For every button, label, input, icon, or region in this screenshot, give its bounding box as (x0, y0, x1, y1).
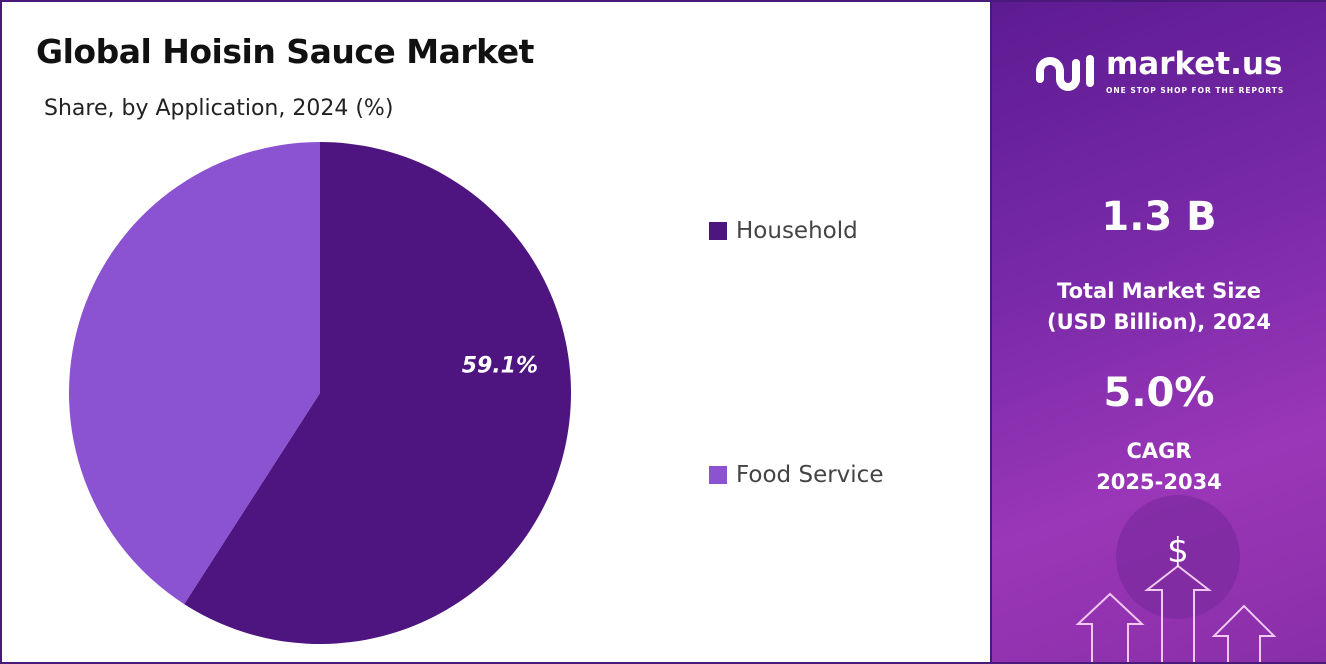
pie-slice-household (184, 142, 571, 644)
market-us-logo: market.us ONE STOP SHOP FOR THE REPORTS (1032, 46, 1284, 96)
legend-item-food-service: Food Service (708, 462, 883, 488)
legend-swatch (708, 221, 728, 241)
legend-item-household: Household (708, 218, 858, 244)
logo-icon (1036, 54, 1094, 91)
market-size-label-1: Total Market Size (1057, 279, 1261, 303)
pie-chart: 59.1% (68, 142, 571, 644)
market-size-label-2: (USD Billion), 2024 (1046, 310, 1272, 334)
logo-name: market.us (1106, 46, 1283, 82)
cagr-label: CAGR (1126, 439, 1192, 463)
summary-panel: $ market.us ONE STOP SHOP FOR THE REPORT… (990, 2, 1326, 662)
dollar-icon: $ (1167, 531, 1189, 571)
market-size-value: 1.3 B (1101, 194, 1217, 240)
cagr-period: 2025-2034 (1096, 470, 1222, 494)
cagr-value: 5.0% (1103, 370, 1215, 416)
legend-swatch (708, 465, 728, 485)
legend-label: Household (736, 218, 858, 244)
chart-area: Global Hoisin Sauce Market Share, by App… (2, 2, 988, 662)
data-label: 59.1% (462, 354, 538, 379)
chart-subtitle: Share, by Application, 2024 (%) (44, 96, 394, 121)
pie-slice-food-service (68, 142, 321, 605)
logo-tagline: ONE STOP SHOP FOR THE REPORTS (1106, 86, 1285, 96)
chart-title: Global Hoisin Sauce Market (36, 32, 534, 71)
growth-arrows-illustration: $ (1075, 495, 1277, 662)
legend-label: Food Service (736, 462, 884, 488)
